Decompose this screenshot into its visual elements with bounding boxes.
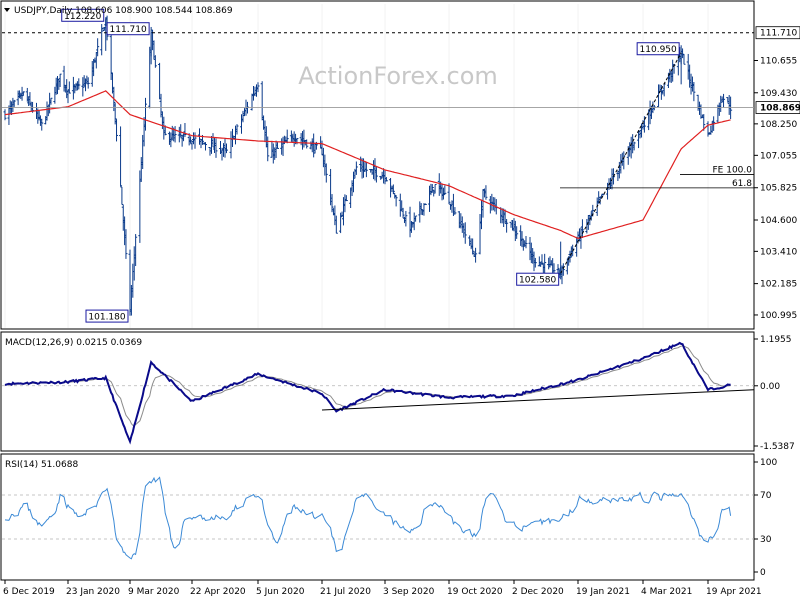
price-annotations: 112.220 111.710 101.180 102.580 110.950 xyxy=(61,8,680,323)
resistance-price-box xyxy=(755,26,800,40)
macd-panel: MACD(12,26,9) 0.0215 0.0369 1.1955 0.00 -1… xyxy=(0,331,795,452)
rsi-line xyxy=(4,476,732,560)
price-label-box xyxy=(106,22,150,36)
price-grid xyxy=(4,4,709,328)
chart-header: USDJPY,Daily 108.606 108.900 108.544 108… xyxy=(4,6,233,16)
x-axis-label: 19 Oct 2020 xyxy=(447,587,503,597)
macd-line xyxy=(4,341,731,445)
price-label-box xyxy=(61,8,105,22)
price-label-box xyxy=(85,309,129,323)
macd-axis-label: 0.00 xyxy=(760,382,780,392)
price-axis-label: 100.995 xyxy=(760,311,797,321)
x-axis-label: 6 Dec 2019 xyxy=(3,587,55,597)
rsi-axis: 100 70 30 0 xyxy=(754,458,777,578)
rsi-title: RSI(14) 51.0688 xyxy=(5,460,78,470)
price-label: 110.950 xyxy=(640,45,677,55)
x-axis: 6 Dec 2019 23 Jan 2020 9 Mar 2020 22 Apr 20… xyxy=(3,580,762,597)
rsi-grid xyxy=(2,494,754,540)
price-panel-frame xyxy=(0,0,755,330)
x-axis-label: 3 Sep 2020 xyxy=(383,587,435,597)
macd-signal-line xyxy=(4,345,731,426)
price-axis-label: 111.710 xyxy=(760,29,797,39)
fibonacci-618-label: 61.8 xyxy=(732,179,752,189)
macd-axis-label: 1.1955 xyxy=(760,335,792,345)
price-label: 111.710 xyxy=(110,25,147,35)
x-axis-label: 19 Apr 2021 xyxy=(706,587,762,597)
x-axis-label: 22 Apr 2020 xyxy=(190,587,246,597)
macd-trendline xyxy=(321,389,755,411)
price-axis-label: 105.825 xyxy=(760,184,797,194)
watermark: ActionForex.com xyxy=(298,62,498,90)
rsi-panel-frame xyxy=(0,453,755,581)
price-label-box xyxy=(636,42,680,56)
fibonacci-fe100-label: FE 100.0 xyxy=(713,165,753,175)
macd-axis: 1.1955 0.00 -1.5387 xyxy=(754,335,795,452)
price-axis-label: 103.410 xyxy=(760,247,797,257)
rsi-axis-label: 30 xyxy=(760,535,772,545)
price-axis-label: 110.655 xyxy=(760,57,797,67)
macd-axis-label: -1.5387 xyxy=(760,442,795,452)
moving-average-line xyxy=(4,90,731,240)
price-panel: ActionForex.com FE 100.0 61.8 112.220 111… xyxy=(0,0,800,330)
x-axis-label: 21 Jul 2020 xyxy=(320,587,371,597)
x-axis-label: 2 Dec 2020 xyxy=(512,587,564,597)
price-axis-label: 102.185 xyxy=(760,280,797,290)
price-axis-label: 104.600 xyxy=(760,216,797,226)
collapse-arrow-icon[interactable] xyxy=(4,8,10,12)
macd-panel-frame xyxy=(0,331,755,452)
price-axis: 111.710 110.655 109.430 108.869 108.250 107.0… xyxy=(754,26,800,321)
chart-header-text: USDJPY,Daily 108.606 108.900 108.544 108… xyxy=(14,6,233,16)
price-label: 101.180 xyxy=(88,313,125,323)
rsi-axis-label: 70 xyxy=(760,491,772,501)
x-axis-label: 19 Jan 2021 xyxy=(576,587,630,597)
price-label: 112.220 xyxy=(64,12,101,22)
price-axis-label: 108.869 xyxy=(760,104,800,114)
x-axis-label: 4 Mar 2021 xyxy=(641,587,692,597)
rsi-axis-label: 0 xyxy=(760,568,766,578)
price-label: 102.580 xyxy=(519,276,556,286)
x-axis-label: 5 Jun 2020 xyxy=(256,587,305,597)
price-axis-label: 107.055 xyxy=(760,151,797,161)
x-axis-label: 9 Mar 2020 xyxy=(128,587,180,597)
price-axis-label: 109.430 xyxy=(760,89,797,99)
rsi-axis-label: 100 xyxy=(760,458,777,468)
price-axis-label: 108.250 xyxy=(760,120,797,130)
peak-trendline xyxy=(560,52,682,274)
x-axis-label: 23 Jan 2020 xyxy=(66,587,120,597)
macd-title: MACD(12,26,9) 0.0215 0.0369 xyxy=(5,338,142,348)
last-price-box xyxy=(755,101,800,114)
price-label-box xyxy=(516,272,560,286)
rsi-panel: RSI(14) 51.0688 100 70 30 0 xyxy=(0,453,777,581)
